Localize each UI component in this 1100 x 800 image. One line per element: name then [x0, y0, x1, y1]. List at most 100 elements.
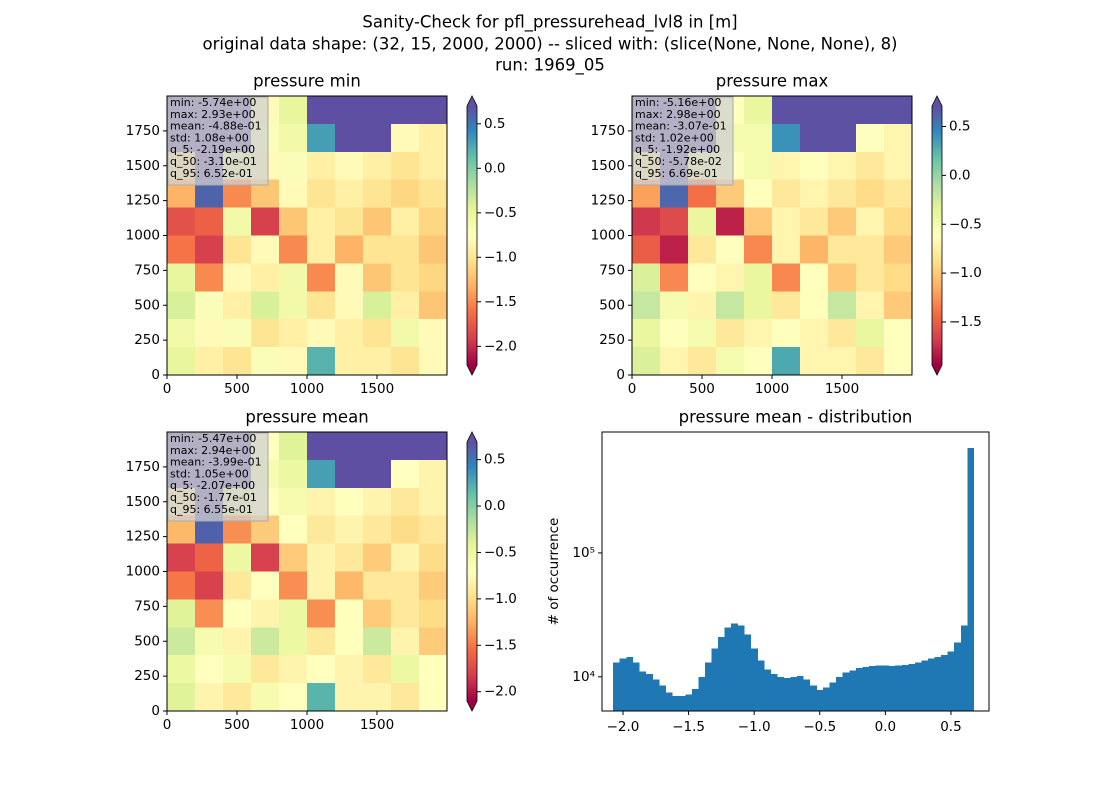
heatmap-cell [800, 291, 829, 320]
heatmap-cell [307, 235, 336, 264]
heatmap-cell [716, 263, 745, 292]
heatmap-cell [688, 235, 717, 264]
stats-text: mean: -3.99e-01 [170, 456, 262, 469]
histogram-bar [704, 662, 712, 711]
heatmap-cell [279, 207, 308, 236]
heatmap-cell [251, 319, 280, 348]
heatmap-cell [223, 319, 252, 348]
heatmap-cell [828, 179, 857, 209]
heatmap-cell [279, 96, 308, 125]
heatmap-cell [251, 599, 280, 628]
heatmap-cell [279, 319, 308, 348]
heatmap-cell [363, 207, 392, 236]
heatmap-cell [363, 179, 392, 209]
heatmap-cell [335, 179, 364, 209]
histogram-bar [665, 692, 673, 711]
histogram-bar [882, 665, 889, 711]
stats-text: q_95: 6.55e-01 [170, 503, 253, 516]
stats-text: q_5: -2.19e+00 [170, 143, 255, 156]
stats-text: std: 1.08e+00 [170, 131, 249, 144]
heatmap-cell [800, 235, 829, 264]
y-tick-label: 750 [599, 262, 625, 278]
heatmap-cell [223, 207, 252, 236]
heatmap-cell [167, 571, 196, 600]
stats-text: std: 1.05e+00 [170, 467, 249, 480]
x-tick-label: −0.5 [803, 719, 836, 735]
histogram-bar [803, 679, 811, 711]
heatmap-cell [223, 599, 252, 628]
heatmap-cell [363, 655, 392, 684]
heatmap-cell [307, 291, 336, 320]
heatmap-cell [744, 207, 773, 236]
heatmap-cell [363, 571, 392, 600]
heatmap-cell [167, 683, 196, 712]
heatmap-cell [828, 123, 857, 153]
colorbar-tick-label: −2.0 [484, 338, 517, 354]
heatmap-cell [632, 347, 661, 376]
heatmap-cell [279, 683, 308, 712]
histogram-bar [862, 667, 870, 711]
heatmap-cell [800, 151, 829, 181]
colorbar-tick-label: −1.0 [484, 591, 517, 607]
histogram-bar [947, 651, 955, 711]
heatmap-cell [279, 123, 308, 153]
heatmap-cell [688, 347, 717, 376]
heatmap-cell [279, 599, 308, 628]
histogram-bar [744, 634, 752, 711]
heatmap-cell [419, 151, 448, 181]
y-tick-label: 250 [599, 332, 625, 348]
heatmap-cell [828, 96, 857, 125]
heatmap-cell [884, 151, 913, 181]
heatmap-cell [419, 459, 448, 489]
heatmap-cell [419, 123, 448, 153]
heatmap-cell [335, 123, 364, 153]
histogram-bar [731, 623, 739, 711]
y-tick-label: 1000 [591, 228, 625, 244]
colorbar-extend [467, 365, 477, 375]
heatmap-cell [279, 515, 308, 545]
stats-box [632, 96, 734, 186]
heatmap-cell [632, 291, 661, 320]
heatmap-cell [884, 263, 913, 292]
heatmap-cell [279, 291, 308, 320]
histogram-bar [809, 685, 817, 711]
histogram-bar [796, 675, 804, 711]
heatmap-cell [632, 207, 661, 236]
suptitle: original data shape: (32, 15, 2000, 2000… [203, 35, 898, 54]
heatmap-cell [251, 543, 280, 572]
heatmap-cell [716, 319, 745, 348]
heatmap-cell [195, 347, 224, 376]
y-tick-label: 10⁴ [572, 669, 595, 685]
heatmap-cell [744, 347, 773, 376]
heatmap-cell [195, 263, 224, 292]
heatmap-cell [363, 487, 392, 517]
heatmap-cell [307, 96, 336, 125]
y-tick-label: 0 [151, 367, 160, 383]
heatmap-cell [772, 347, 801, 376]
heatmap-cell [279, 235, 308, 264]
stats-text: mean: -3.07e-01 [635, 120, 727, 133]
heatmap-cell [632, 235, 661, 264]
x-tick-label: −1.5 [672, 719, 705, 735]
stats-text: min: -5.16e+00 [635, 96, 721, 109]
histogram-bar [619, 658, 627, 711]
stats-text: std: 1.02e+00 [635, 131, 714, 144]
x-tick-label: 1000 [290, 717, 324, 733]
histogram-bar [960, 625, 968, 711]
heatmap-cell [419, 655, 448, 684]
suptitle: Sanity-Check for pfl_pressurehead_lvl8 i… [362, 13, 737, 33]
x-tick-label: 0 [163, 381, 172, 397]
colorbar-tick-label: 0.5 [484, 116, 505, 132]
heatmap-cell [419, 96, 448, 125]
heatmap-cell [279, 655, 308, 684]
heatmap-cell [632, 263, 661, 292]
heatmap-cell [391, 487, 420, 517]
suptitle: run: 1969_05 [495, 56, 605, 76]
y-axis-label: # of occurrence [546, 518, 562, 626]
heatmap-cell [419, 627, 448, 656]
heatmap-cell [307, 179, 336, 209]
heatmap-cell [167, 263, 196, 292]
heatmap-cell [307, 655, 336, 684]
colorbar-extend [932, 96, 942, 106]
